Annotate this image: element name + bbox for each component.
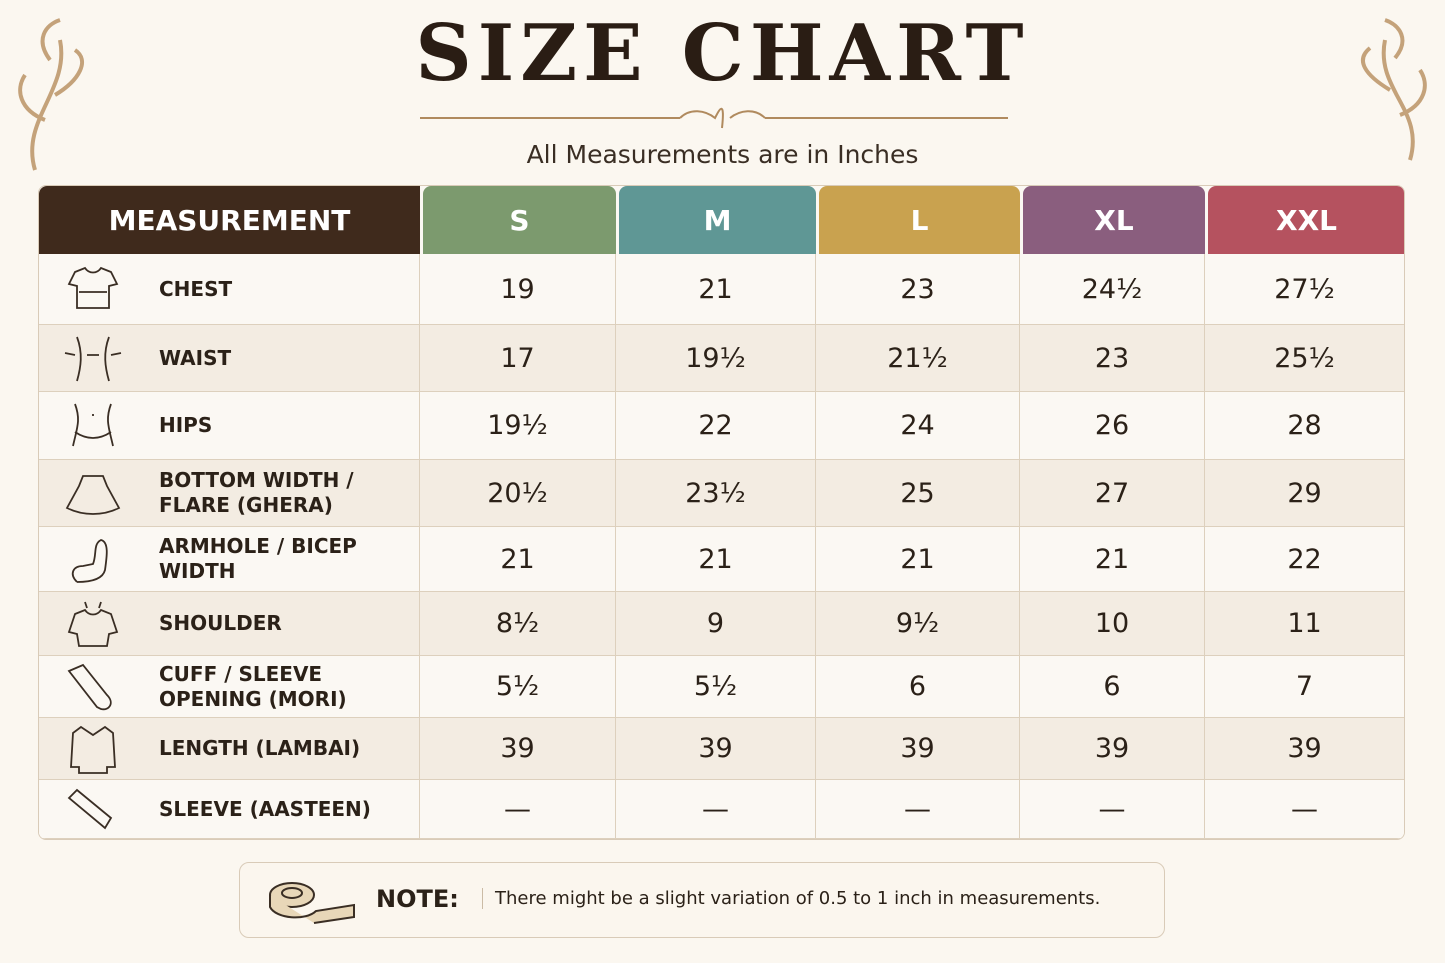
size-value: 29 <box>1205 460 1404 527</box>
measurement-name: WAIST <box>39 325 420 392</box>
measurement-name: BOTTOM WIDTH / FLARE (GHERA) <box>39 460 420 527</box>
size-value: 5½ <box>616 656 816 718</box>
size-value: 6 <box>1020 656 1205 718</box>
subtitle: All Measurements are in Inches <box>526 140 919 169</box>
size-value: 39 <box>1020 718 1205 780</box>
icon-shape <box>70 725 116 774</box>
size-value: 23½ <box>616 460 816 527</box>
row-icon <box>65 474 121 515</box>
size-value: 28 <box>1205 392 1404 460</box>
title: SIZE CHART <box>415 8 1030 99</box>
size-value: 8½ <box>420 592 616 656</box>
size-value: 21 <box>616 254 816 325</box>
note-label: NOTE: <box>376 885 459 913</box>
column-header: MEASUREMENT <box>39 186 420 254</box>
column-header: XXL <box>1208 186 1404 254</box>
size-value: 9 <box>616 592 816 656</box>
size-value: — <box>1020 780 1205 839</box>
size-value: 21 <box>1020 527 1205 592</box>
icon-shape <box>72 403 114 447</box>
measurement-name: SLEEVE (AASTEEN) <box>39 780 420 839</box>
icon-shape <box>64 336 122 381</box>
size-value: 7 <box>1205 656 1404 718</box>
size-value: 39 <box>816 718 1020 780</box>
size-value: 39 <box>420 718 616 780</box>
size-value: — <box>816 780 1020 839</box>
size-value: 9½ <box>816 592 1020 656</box>
measurement-name: HIPS <box>39 392 420 460</box>
row-icon <box>67 788 113 829</box>
size-value: 10 <box>1020 592 1205 656</box>
measurement-name: ARMHOLE / BICEP WIDTH <box>39 527 420 592</box>
size-value: 5½ <box>420 656 616 718</box>
measurement-name: CUFF / SLEEVE OPENING (MORI) <box>39 656 420 718</box>
row-icon <box>72 403 114 447</box>
row-icon <box>67 266 119 309</box>
size-value: 25 <box>816 460 1020 527</box>
column-header: S <box>423 186 616 254</box>
icon-shape <box>67 788 113 829</box>
size-value: 19 <box>420 254 616 325</box>
icon-shape <box>65 474 121 515</box>
row-icon <box>64 336 122 381</box>
size-value: 23 <box>816 254 1020 325</box>
size-value: 21½ <box>816 325 1020 392</box>
size-value: 22 <box>616 392 816 460</box>
column-header: L <box>819 186 1020 254</box>
size-value: 23 <box>1020 325 1205 392</box>
measurement-name: CHEST <box>39 254 420 325</box>
size-value: — <box>1205 780 1404 839</box>
row-icon <box>70 725 116 774</box>
size-value: 21 <box>420 527 616 592</box>
size-value: 39 <box>616 718 816 780</box>
flourish <box>18 18 1427 171</box>
row-icon <box>67 663 112 711</box>
size-value: 27½ <box>1205 254 1404 325</box>
size-value: 21 <box>616 527 816 592</box>
size-value: 39 <box>1205 718 1404 780</box>
size-value: 25½ <box>1205 325 1404 392</box>
size-value: 27 <box>1020 460 1205 527</box>
size-value: 19½ <box>616 325 816 392</box>
icon-shape <box>67 663 112 711</box>
size-value: 26 <box>1020 392 1205 460</box>
size-value: 17 <box>420 325 616 392</box>
measurement-name: LENGTH (LAMBAI) <box>39 718 420 780</box>
note-text: There might be a slight variation of 0.5… <box>482 888 1100 909</box>
size-value: 21 <box>816 527 1020 592</box>
icon-shape <box>71 538 108 583</box>
tape-icon <box>269 882 355 924</box>
size-value: — <box>420 780 616 839</box>
size-value: 11 <box>1205 592 1404 656</box>
size-value: 24½ <box>1020 254 1205 325</box>
icon-shape <box>67 266 119 309</box>
size-value: 24 <box>816 392 1020 460</box>
size-value: 19½ <box>420 392 616 460</box>
divider <box>420 107 1008 129</box>
size-table: MEASUREMENT S M L XL XXL CHEST 19 21 23 24½ 27½ WAIS… <box>38 185 1405 840</box>
size-value: 6 <box>816 656 1020 718</box>
row-icon <box>71 538 108 583</box>
size-value: 20½ <box>420 460 616 527</box>
icon-shape <box>67 601 119 647</box>
measurement-name: SHOULDER <box>39 592 420 656</box>
column-header: XL <box>1023 186 1205 254</box>
size-value: 22 <box>1205 527 1404 592</box>
row-icon <box>67 601 119 647</box>
column-header: M <box>619 186 816 254</box>
note-box: NOTE: There might be a slight variation … <box>239 862 1165 938</box>
size-value: — <box>616 780 816 839</box>
